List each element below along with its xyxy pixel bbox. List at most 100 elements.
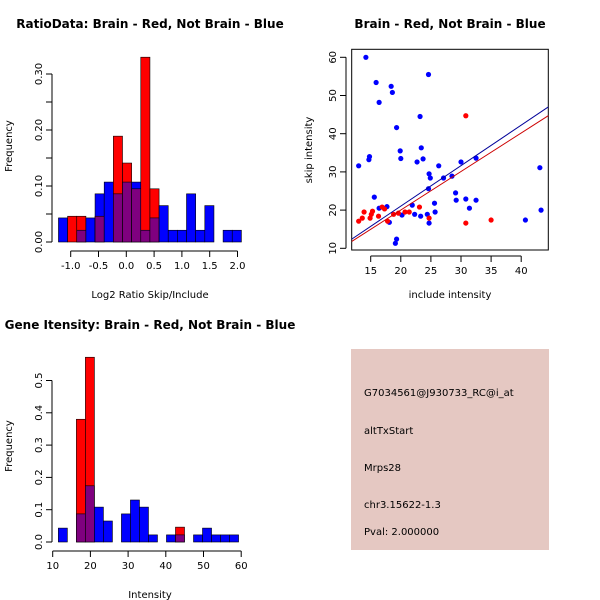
blue-point xyxy=(458,159,464,165)
x-tick-label: 30 xyxy=(455,266,468,277)
x-tick-label: 1.0 xyxy=(174,261,190,272)
y-tick-label: 60 xyxy=(328,51,339,64)
blue-bar xyxy=(222,229,233,243)
intensity-histogram-panel: Gene Itensity: Brain - Red, Not Brain - … xyxy=(4,318,295,600)
info-pval: Pval: 2.000000 xyxy=(364,527,439,538)
blue-bar xyxy=(94,506,104,543)
info-gene: Mrps28 xyxy=(364,463,401,474)
blue-point xyxy=(425,186,432,192)
red-point xyxy=(402,209,408,215)
blue-point xyxy=(452,190,459,196)
blue-point xyxy=(398,155,404,162)
overlap-bar xyxy=(140,229,151,243)
blue-point xyxy=(393,236,400,242)
red-bar xyxy=(140,56,151,243)
blue-bar xyxy=(167,229,178,243)
blue-point xyxy=(449,173,455,179)
info-probe: G7034561@J930733_RC@i_at xyxy=(364,388,514,399)
blue-point xyxy=(522,217,529,223)
y-tick-label: 30 xyxy=(328,166,339,179)
x-tick-label: 60 xyxy=(235,561,248,572)
blue-point xyxy=(466,205,473,211)
blue-point xyxy=(373,79,379,86)
red-point xyxy=(406,209,412,215)
red-point xyxy=(359,215,365,221)
blue-bar xyxy=(220,534,230,543)
overlap-bar xyxy=(76,229,87,243)
blue-bar xyxy=(231,229,242,243)
red-point xyxy=(488,217,494,223)
overlap-bar xyxy=(85,485,95,543)
blue-bar xyxy=(103,520,113,543)
y-tick-label: 0.10 xyxy=(34,175,45,197)
blue-bar xyxy=(58,217,68,243)
info-background xyxy=(351,349,549,550)
x-tick-label: 1.5 xyxy=(202,261,218,272)
blue-point xyxy=(420,156,426,162)
blue-bar xyxy=(103,181,114,243)
y-tick-label: 0.30 xyxy=(34,63,45,85)
y-tick-label: 0.5 xyxy=(34,373,45,389)
blue-point xyxy=(473,197,479,203)
x-tick-label: 25 xyxy=(425,266,438,277)
blue-point xyxy=(393,124,400,131)
blue-point xyxy=(432,209,438,215)
blue-point xyxy=(356,163,362,169)
y-tick-label: 0.3 xyxy=(34,437,45,453)
blue-point xyxy=(363,54,369,60)
x-axis-label: Intensity xyxy=(128,590,172,600)
overlap-bar xyxy=(131,188,142,243)
red-point xyxy=(416,204,423,210)
y-tick-label: 20 xyxy=(328,204,339,217)
y-tick-label: 0.2 xyxy=(34,469,45,485)
red-point xyxy=(426,215,432,221)
blue-point xyxy=(453,197,459,203)
blue-point xyxy=(371,194,377,200)
x-tick-label: 0.0 xyxy=(118,261,134,272)
blue-bar xyxy=(193,534,203,543)
x-tick-label: 15 xyxy=(364,266,377,277)
blue-point xyxy=(425,71,432,78)
blue-point xyxy=(426,171,432,177)
red-point xyxy=(463,113,469,119)
overlap-bar xyxy=(122,181,132,243)
overlap-bar xyxy=(113,193,123,243)
blue-bar xyxy=(166,534,176,543)
ratio-histogram-panel: RatioData: Brain - Red, Not Brain - Blue… xyxy=(4,17,284,301)
y-tick-label: 50 xyxy=(328,89,339,102)
y-tick-label: 0.20 xyxy=(34,119,45,141)
x-tick-label: 40 xyxy=(159,561,172,572)
x-tick-label: 30 xyxy=(122,561,135,572)
blue-point xyxy=(417,113,423,120)
x-tick-label: 40 xyxy=(515,266,528,277)
red-bar xyxy=(67,215,78,243)
blue-point xyxy=(537,165,543,171)
blue-point xyxy=(397,148,403,154)
blue-bar xyxy=(130,499,140,543)
red-point xyxy=(361,209,367,215)
y-tick-label: 0.00 xyxy=(34,231,45,253)
x-axis-label: Log2 Ratio Skip/Include xyxy=(91,290,208,301)
y-tick-label: 0.1 xyxy=(34,502,45,518)
blue-bar xyxy=(229,534,239,543)
red-point xyxy=(375,213,382,219)
chart-title: RatioData: Brain - Red, Not Brain - Blue xyxy=(16,17,283,31)
chart-title: Brain - Red, Not Brain - Blue xyxy=(354,17,545,31)
blue-bar xyxy=(85,217,96,243)
red-point xyxy=(463,220,469,226)
overlap-bar xyxy=(76,513,86,543)
blue-point xyxy=(389,89,395,96)
x-tick-label: 2.0 xyxy=(230,261,246,272)
red-point xyxy=(381,206,388,212)
overlap-bar xyxy=(94,215,105,243)
blue-bar xyxy=(121,513,131,543)
red-fit-line xyxy=(351,115,549,242)
plot-box xyxy=(351,48,549,251)
blue-point xyxy=(418,145,424,151)
x-tick-label: -0.5 xyxy=(89,261,109,272)
blue-point xyxy=(388,83,394,89)
blue-point xyxy=(412,211,418,217)
y-axis-label: skip intensity xyxy=(304,117,315,184)
blue-fit-line xyxy=(351,106,549,240)
